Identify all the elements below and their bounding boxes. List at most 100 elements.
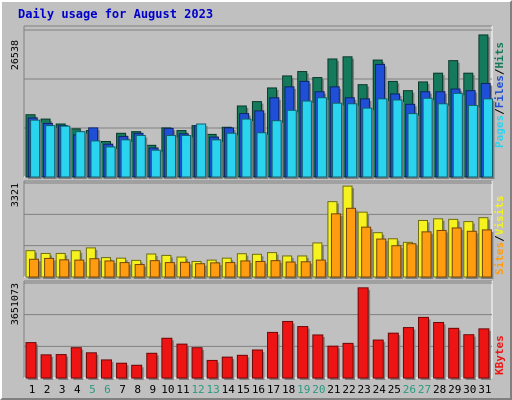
x-tick-label: 6 xyxy=(104,383,111,396)
pages-bar xyxy=(256,132,267,178)
panel1-max-label: 26538 xyxy=(10,40,21,70)
pages-bar xyxy=(120,139,131,178)
x-tick-label: 12 xyxy=(191,383,204,396)
sites-bar xyxy=(149,260,160,278)
kbytes-bar xyxy=(176,343,188,379)
pages-bar xyxy=(150,149,161,178)
sites-bar xyxy=(330,213,341,278)
x-tick-label: 26 xyxy=(403,383,416,396)
kbytes-bar xyxy=(282,320,294,379)
kbytes-bar xyxy=(433,321,445,379)
panel2-legend: Sites/Visits xyxy=(493,196,506,276)
pages-bar xyxy=(332,102,343,178)
pages-bar xyxy=(452,92,463,178)
kbytes-bar xyxy=(387,332,399,379)
x-tick-label: 8 xyxy=(134,383,141,396)
sites-bar xyxy=(346,207,357,278)
pages-bar xyxy=(407,113,418,178)
kbytes-bar xyxy=(70,347,82,379)
sites-bar xyxy=(436,229,447,278)
kbytes-bar xyxy=(236,354,248,379)
panel1-legend-item: Pages xyxy=(493,115,506,148)
sites-bar xyxy=(406,243,417,278)
panel2-max-label: 3321 xyxy=(10,183,21,207)
kbytes-bar xyxy=(116,362,128,379)
pages-bar xyxy=(60,125,71,178)
kbytes-bar xyxy=(267,331,279,379)
pages-bar xyxy=(241,118,252,178)
x-tick-label: 4 xyxy=(74,383,81,396)
pages-bar xyxy=(226,132,237,178)
x-tick-label: 29 xyxy=(448,383,461,396)
panel3-legend-item: KBytes xyxy=(493,335,506,375)
pages-bar xyxy=(377,98,388,178)
kbytes-bar xyxy=(418,316,430,379)
pages-bar xyxy=(135,134,146,178)
sites-bar xyxy=(164,262,175,278)
pages-bar xyxy=(422,97,433,178)
sites-bar xyxy=(134,264,145,278)
kbytes-bar xyxy=(448,327,460,379)
x-tick-label: 21 xyxy=(327,383,340,396)
sites-bar xyxy=(195,263,206,278)
sites-bar xyxy=(44,257,55,278)
sites-bar xyxy=(89,258,100,278)
sites-bar xyxy=(481,229,492,278)
pages-bar xyxy=(196,123,207,178)
pages-bar xyxy=(105,146,116,178)
panel1-legend-item: Files xyxy=(493,75,506,108)
x-tick-label: 28 xyxy=(433,383,446,396)
kbytes-bar xyxy=(357,287,369,379)
x-tick-label: 14 xyxy=(222,383,236,396)
x-tick-label: 17 xyxy=(267,383,280,396)
kbytes-bar xyxy=(100,359,112,379)
sites-bar xyxy=(391,245,402,278)
sites-bar xyxy=(59,259,70,278)
kbytes-bar xyxy=(85,352,97,379)
sites-bar xyxy=(255,260,266,278)
x-tick-label: 7 xyxy=(119,383,126,396)
kbytes-bar xyxy=(191,347,203,379)
pages-bar xyxy=(362,107,373,178)
sites-bar xyxy=(300,261,311,278)
kbytes-bar xyxy=(251,349,263,379)
sites-bar xyxy=(240,260,251,278)
pages-bar xyxy=(347,103,358,178)
panel2-legend-item: Sites xyxy=(493,242,506,275)
panel1-legend: Pages/Files/Hits xyxy=(493,42,506,148)
x-tick-label: 25 xyxy=(388,383,401,396)
x-tick-label: 15 xyxy=(237,383,250,396)
sites-bar xyxy=(179,261,190,278)
sites-bar xyxy=(466,230,477,278)
panel1-legend-item: Hits xyxy=(493,42,506,69)
x-tick-label: 10 xyxy=(161,383,174,396)
kbytes-bar xyxy=(161,337,173,379)
sites-bar xyxy=(29,258,39,278)
sites-bar xyxy=(421,231,432,278)
kbytes-bar xyxy=(25,342,37,379)
pages-bar xyxy=(286,109,297,178)
pages-bar xyxy=(316,97,327,178)
pages-bar xyxy=(90,140,101,178)
x-tick-label: 24 xyxy=(373,383,387,396)
sites-bar xyxy=(119,262,130,278)
sites-bar xyxy=(376,238,387,278)
pages-bar xyxy=(211,139,222,178)
pages-bar xyxy=(30,119,41,178)
kbytes-bar xyxy=(312,334,324,379)
pages-bar xyxy=(165,134,176,178)
x-tick-label: 16 xyxy=(252,383,265,396)
kbytes-bar xyxy=(146,352,158,379)
panel2-legend-item: / xyxy=(493,235,506,242)
pages-bar xyxy=(75,131,86,178)
x-tick-label: 19 xyxy=(297,383,310,396)
x-tick-label: 3 xyxy=(59,383,66,396)
pages-bar xyxy=(301,100,312,178)
sites-bar xyxy=(285,261,296,278)
x-tick-label: 5 xyxy=(89,383,96,396)
kbytes-bar xyxy=(221,356,233,379)
sites-bar xyxy=(451,227,462,278)
panel1-legend-item: / xyxy=(493,68,506,75)
pages-bar xyxy=(483,98,494,178)
